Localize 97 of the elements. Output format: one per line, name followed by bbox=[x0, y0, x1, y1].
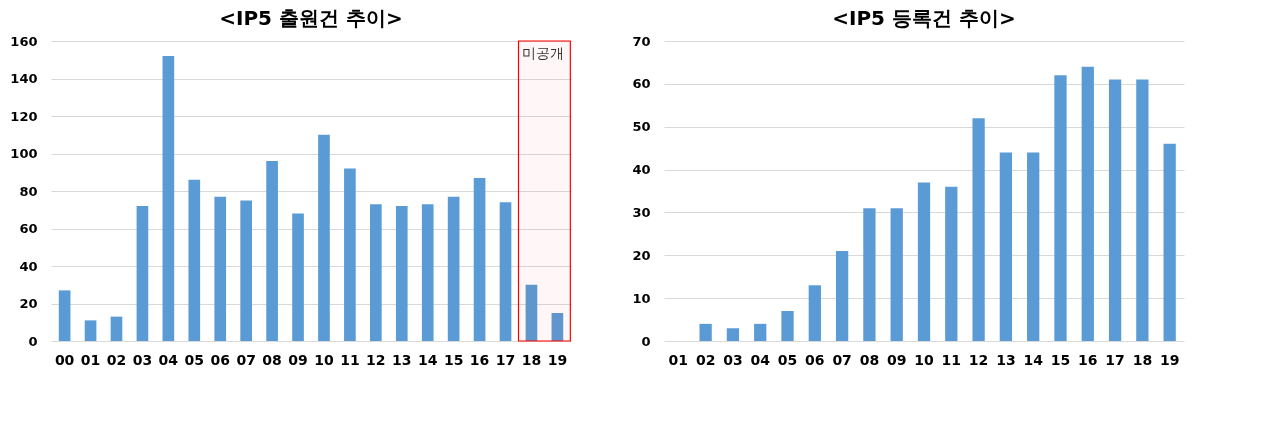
bar bbox=[808, 285, 821, 341]
x-tick-label: 16 bbox=[1078, 351, 1098, 368]
y-tick-label: 20 bbox=[632, 247, 651, 263]
bar bbox=[473, 177, 486, 341]
x-tick-label: 07 bbox=[236, 351, 256, 368]
chart-title: <IP5 출원건 추이> bbox=[219, 6, 403, 30]
y-tick-label: 160 bbox=[10, 33, 38, 49]
band-label: 미공개 bbox=[522, 45, 565, 61]
bar bbox=[699, 323, 712, 341]
bar bbox=[1081, 66, 1094, 341]
bar bbox=[344, 168, 356, 341]
x-tick-label: 11 bbox=[340, 351, 360, 368]
x-tick-label: 03 bbox=[132, 351, 153, 368]
x-tick-label: 12 bbox=[366, 351, 386, 368]
bar bbox=[1136, 79, 1149, 341]
bar bbox=[1108, 79, 1122, 341]
bar bbox=[318, 134, 330, 341]
bar bbox=[917, 182, 931, 341]
x-tick-label: 19 bbox=[1159, 351, 1180, 368]
x-tick-label: 18 bbox=[1132, 351, 1153, 368]
x-tick-label: 10 bbox=[914, 351, 934, 368]
y-tick-label: 20 bbox=[19, 296, 38, 311]
bar bbox=[266, 161, 278, 341]
x-tick-label: 01 bbox=[80, 351, 101, 368]
x-tick-label: 03 bbox=[723, 351, 743, 368]
x-tick-label: 16 bbox=[469, 351, 490, 368]
chart-title: <IP5 등록건 추이> bbox=[832, 6, 1016, 30]
bar bbox=[84, 320, 97, 341]
bar bbox=[1054, 75, 1067, 341]
x-tick-label: 10 bbox=[314, 351, 334, 368]
y-tick-label: 30 bbox=[632, 204, 651, 220]
bar bbox=[447, 196, 460, 341]
x-tick-label: 04 bbox=[158, 351, 179, 368]
x-tick-label: 08 bbox=[859, 351, 880, 368]
bar bbox=[525, 284, 538, 341]
bar bbox=[781, 311, 794, 341]
x-tick-label: 13 bbox=[996, 351, 1016, 368]
x-tick-label: 09 bbox=[288, 351, 308, 368]
bar bbox=[1027, 152, 1040, 341]
bar bbox=[421, 204, 434, 341]
bar bbox=[945, 186, 958, 341]
bar bbox=[188, 179, 201, 341]
x-tick-label: 05 bbox=[777, 351, 798, 368]
y-tick-label: 0 bbox=[28, 333, 38, 349]
bar bbox=[999, 152, 1013, 341]
x-tick-label: 08 bbox=[262, 351, 282, 368]
bar bbox=[1163, 143, 1176, 341]
x-tick-label: 14 bbox=[417, 351, 438, 368]
x-tick-label: 17 bbox=[495, 351, 516, 368]
x-tick-label: 15 bbox=[1050, 351, 1071, 368]
y-tick-label: 60 bbox=[19, 221, 38, 236]
bar bbox=[835, 251, 849, 341]
x-tick-label: 13 bbox=[392, 351, 412, 368]
bar bbox=[162, 56, 175, 341]
y-tick-label: 0 bbox=[641, 333, 651, 349]
bar bbox=[370, 204, 382, 341]
bar bbox=[58, 290, 71, 341]
bar bbox=[726, 328, 740, 341]
x-tick-label: 14 bbox=[1023, 351, 1044, 368]
bar bbox=[754, 323, 767, 341]
y-tick-label: 40 bbox=[19, 258, 38, 274]
y-tick-label: 40 bbox=[632, 162, 651, 178]
x-tick-label: 02 bbox=[106, 351, 127, 368]
bar bbox=[214, 196, 227, 341]
y-tick-label: 70 bbox=[632, 33, 651, 49]
bar bbox=[136, 206, 149, 341]
x-tick-label: 00 bbox=[54, 351, 75, 368]
bar bbox=[292, 213, 304, 341]
bar bbox=[395, 206, 408, 341]
bar bbox=[240, 200, 252, 341]
y-tick-label: 140 bbox=[10, 71, 38, 86]
bar bbox=[110, 316, 123, 341]
x-tick-label: 17 bbox=[1105, 351, 1125, 368]
x-tick-label: 19 bbox=[547, 351, 568, 368]
y-tick-label: 100 bbox=[10, 146, 38, 161]
bar bbox=[551, 312, 564, 341]
y-tick-label: 120 bbox=[10, 108, 38, 124]
y-tick-label: 80 bbox=[19, 183, 38, 199]
x-tick-label: 04 bbox=[750, 351, 771, 368]
x-tick-label: 07 bbox=[832, 351, 852, 368]
y-tick-label: 60 bbox=[632, 76, 651, 92]
x-tick-label: 06 bbox=[805, 351, 825, 368]
bar bbox=[890, 208, 903, 341]
x-tick-label: 12 bbox=[968, 351, 989, 368]
x-tick-label: 15 bbox=[443, 351, 464, 368]
bar bbox=[863, 208, 876, 341]
x-tick-label: 18 bbox=[521, 351, 542, 368]
x-tick-label: 01 bbox=[668, 351, 689, 368]
x-tick-label: 02 bbox=[695, 351, 716, 368]
x-tick-label: 05 bbox=[184, 351, 205, 368]
x-tick-label: 06 bbox=[210, 351, 230, 368]
x-tick-label: 09 bbox=[886, 351, 907, 368]
y-tick-label: 50 bbox=[632, 119, 651, 135]
bar bbox=[499, 202, 512, 341]
x-tick-label: 11 bbox=[941, 351, 962, 368]
bar bbox=[972, 118, 985, 341]
y-tick-label: 10 bbox=[632, 290, 651, 306]
